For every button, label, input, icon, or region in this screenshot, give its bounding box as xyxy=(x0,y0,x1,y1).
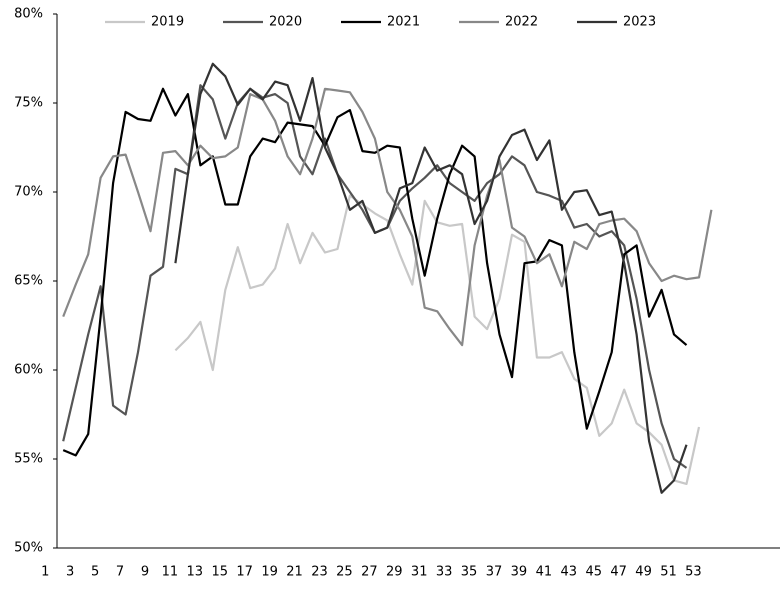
y-tick-label: 65% xyxy=(14,274,43,289)
x-tick-label: 51 xyxy=(660,565,677,580)
x-tick-label: 45 xyxy=(585,565,602,580)
x-tick-label: 39 xyxy=(511,565,528,580)
series-line xyxy=(174,194,701,485)
x-tick-label: 1 xyxy=(41,565,49,580)
legend-label: 2022 xyxy=(505,15,538,30)
x-tick-label: 27 xyxy=(361,565,378,580)
y-tick-label: 50% xyxy=(14,541,43,556)
x-tick-label: 41 xyxy=(536,565,553,580)
x-tick-label: 21 xyxy=(286,565,303,580)
x-tick-label: 7 xyxy=(116,565,124,580)
x-tick-label: 53 xyxy=(685,565,702,580)
x-tick-label: 49 xyxy=(635,565,652,580)
x-tick-label: 13 xyxy=(187,565,204,580)
series-line xyxy=(62,87,688,457)
x-tick-label: 17 xyxy=(236,565,253,580)
legend-label: 2021 xyxy=(387,15,420,30)
x-tick-label: 31 xyxy=(411,565,428,580)
x-tick-label: 25 xyxy=(336,565,353,580)
legend-label: 2019 xyxy=(151,15,184,30)
series-line xyxy=(62,87,713,347)
x-tick-label: 43 xyxy=(561,565,578,580)
x-tick-label: 5 xyxy=(91,565,99,580)
y-tick-label: 55% xyxy=(14,452,43,467)
x-tick-label: 29 xyxy=(386,565,403,580)
y-tick-label: 70% xyxy=(14,185,43,200)
y-tick-label: 80% xyxy=(14,7,43,22)
x-tick-label: 35 xyxy=(461,565,478,580)
x-tick-label: 19 xyxy=(261,565,278,580)
x-tick-label: 11 xyxy=(162,565,179,580)
x-tick-label: 9 xyxy=(141,565,149,580)
x-tick-label: 15 xyxy=(211,565,228,580)
x-tick-label: 33 xyxy=(436,565,453,580)
y-tick-label: 60% xyxy=(14,363,43,378)
x-tick-label: 37 xyxy=(486,565,503,580)
y-tick-label: 75% xyxy=(14,96,43,111)
x-tick-label: 47 xyxy=(610,565,627,580)
legend-label: 2023 xyxy=(623,15,656,30)
legend-label: 2020 xyxy=(269,15,302,30)
series-line xyxy=(174,62,688,494)
x-tick-label: 3 xyxy=(66,565,74,580)
x-tick-label: 23 xyxy=(311,565,328,580)
